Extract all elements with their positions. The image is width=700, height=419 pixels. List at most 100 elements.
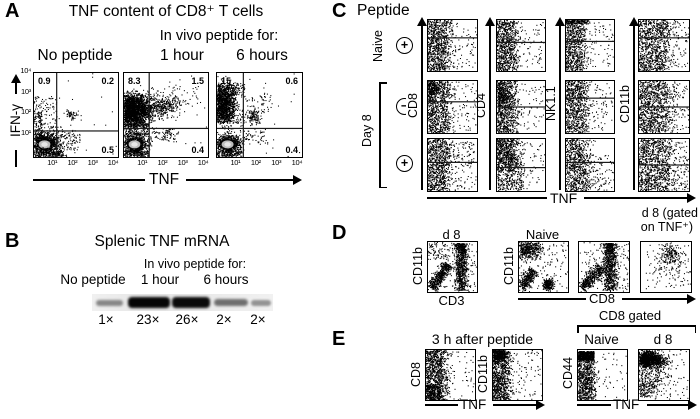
fold-label: 23× [136,312,160,327]
panel-e-x-axis-label: TNF [460,397,487,412]
panel-e-label: E [332,328,346,350]
panel-a-col-label-6-hours: 6 hours [236,47,288,64]
panel-a-label: A [5,0,20,22]
blot-band-2 [128,297,170,308]
panel-a-y-axis-label: IFN-γ [8,104,23,138]
flow-plot-canvas [428,81,477,133]
flow-plot-canvas [493,350,542,400]
panel-e-y-label-cd11b: CD11b [476,355,490,394]
x-tick-label: 10³ [271,158,282,167]
cd8-axis-line [518,298,586,301]
flow-plot-c-day8plus-nk11 [565,138,615,192]
day8-bracket-tick [379,186,387,189]
row-label-naive: Naive [371,30,385,62]
fold-label: 2× [250,312,266,327]
x-tick-row: 10¹ 10² 10³ 10⁴ [123,158,209,168]
x-tick-label: 10¹ [230,158,241,167]
flow-plot-a-no-peptide [33,72,119,158]
row-label-day8: Day 8 [360,114,374,148]
tnf-axis-line [186,179,294,182]
flow-plot-canvas [566,81,614,133]
x-tick-label: 10³ [177,158,188,167]
tnf-axis-arrow-icon [293,175,302,185]
nk11-axis-arrow-icon [555,17,565,26]
tnf-axis-line [647,404,688,407]
blot-band-4 [214,299,248,306]
plus-circle-icon: + [396,37,413,54]
flow-plot-canvas [639,81,689,133]
lane-label-1-hour: 1 hour [140,272,180,287]
panel-a-title: TNF content of CD8⁺ T cells [68,3,264,20]
panel-a-subtitle: In vivo peptide for: [159,28,279,44]
cd11b-axis-arrow-icon [629,17,639,26]
gated-note-line2: on TNF⁺) [640,220,693,234]
panel-d-y-label-cd11b: CD11b [411,247,425,285]
panel-b-subtitle: In vivo peptide for: [143,257,247,271]
panel-e-title: 3 h after peptide [431,331,534,347]
y-tick-label: 10³ [21,87,31,96]
flow-plot-e-naive-cd44-tnf [577,349,628,401]
panel-a-x-axis-label: TNF [149,171,180,188]
cd8-axis-arrow-icon [417,17,427,26]
cd8-gated-bracket-tick [694,325,696,333]
tnf-axis-arrow-icon [687,193,696,203]
panel-c-x-axis-label: TNF [550,190,578,206]
panel-e-y-label-cd44: CD44 [561,357,575,390]
flow-plot-c-naive-cd11b [638,19,690,72]
tnf-axis-line [584,197,687,200]
panel-a-col-label-1-hour: 1 hour [160,47,204,64]
flow-plot-d-d8-cd11b-cd8 [578,241,630,293]
flow-plot-c-day8plus-cd8 [427,138,478,192]
panel-b-title: Splenic TNF mRNA [94,233,230,250]
cd11b-axis-shaft [632,25,635,190]
cd8-axis-line [622,298,687,301]
flow-plot-canvas [217,73,302,157]
cd8-axis-shaft [420,25,423,190]
y-tick-label: 10¹ [21,128,31,137]
x-tick-label: 10³ [87,158,98,167]
panel-d-title-naive: Naive [525,227,560,242]
tnf-axis-arrow-icon [536,400,545,410]
ifn-gamma-axis-shaft [15,82,18,94]
fold-label: 26× [175,312,199,327]
blot-band-1 [96,299,123,306]
ifn-gamma-axis-arrow-icon [11,74,21,83]
flow-plot-d-d8-cd11b-cd3 [427,241,478,293]
x-tick-label: 10² [250,158,261,167]
x-tick-row: 10¹ 10² 10³ 10⁴ [33,158,118,168]
day8-bracket-tick [379,82,387,84]
flow-plot-canvas [566,139,614,191]
y-tick-label: 10⁴ [20,66,31,75]
lane-label-no-peptide: No peptide [60,272,126,287]
x-tick-label: 10⁴ [197,158,209,167]
flow-plot-c-day8minus-cd11b [638,80,690,134]
panel-c-title: Peptide [357,2,410,19]
panel-d-title-d8: d 8 [442,227,461,242]
flow-plot-canvas [641,242,691,292]
cd4-axis-arrow-icon [485,17,495,26]
day8-bracket [379,82,381,188]
flow-plot-canvas [34,73,118,157]
flow-plot-canvas [497,139,545,191]
cd8-gated-label: CD8 gated [598,308,662,323]
nk11-axis-shaft [558,25,561,190]
flow-plot-canvas [497,81,545,133]
flow-plot-c-day8plus-cd4 [496,138,546,192]
lane-label-6-hours: 6 hours [203,272,249,287]
x-tick-label: 10¹ [137,158,148,167]
flow-plot-c-day8minus-cd4 [496,80,546,134]
flow-plot-c-naive-nk11 [565,19,615,72]
panel-d-x-label-cd3: CD3 [438,293,465,308]
y-tick-label: 10² [21,107,31,116]
panel-d-x-label-cd8: CD8 [589,291,616,306]
panel-b-label: B [5,230,20,252]
tnf-axis-arrow-icon [688,400,697,410]
x-tick-label: 10¹ [47,158,58,167]
panel-c-label: C [332,0,347,22]
cd8-gated-bracket-tick [577,325,579,333]
blot-band-3 [172,297,210,308]
fold-label: 2× [216,312,232,327]
panel-c-y-label-nk11: NK1.1 [544,78,558,130]
panel-d-label: D [332,222,347,244]
